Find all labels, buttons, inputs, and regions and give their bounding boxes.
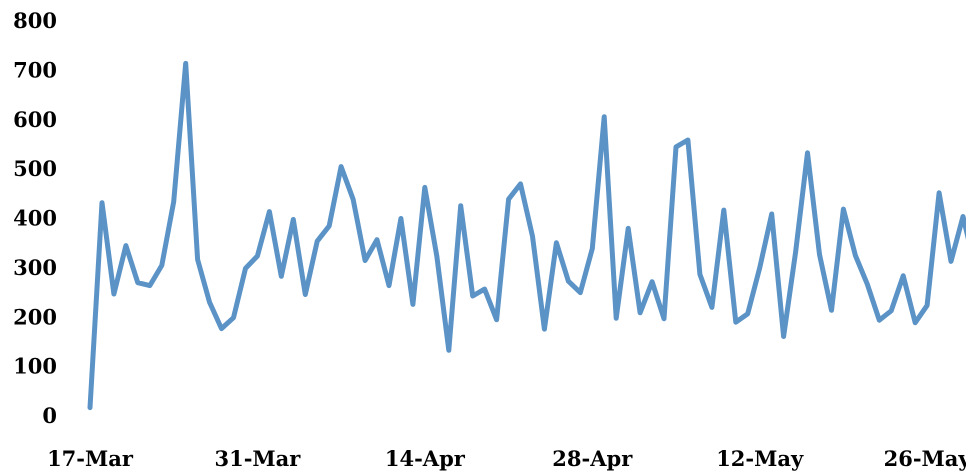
series-line bbox=[87, 60, 966, 411]
y-tick-label: 0 bbox=[42, 403, 57, 428]
x-axis: 17-Mar 31-Mar 14-Apr 28-Apr 12-May 26-May bbox=[47, 446, 966, 471]
y-tick-label: 600 bbox=[13, 107, 57, 132]
y-tick-label: 400 bbox=[13, 206, 57, 231]
x-tick-label: 26-May bbox=[884, 446, 966, 471]
y-axis: 0 100 200 300 400 500 600 700 800 bbox=[13, 8, 57, 428]
y-tick-label: 200 bbox=[13, 304, 57, 329]
x-tick-label: 12-May bbox=[716, 446, 804, 471]
y-tick-label: 300 bbox=[13, 255, 57, 280]
x-tick-label: 31-Mar bbox=[214, 446, 301, 471]
y-tick-label: 800 bbox=[13, 8, 57, 33]
y-tick-label: 100 bbox=[13, 354, 57, 379]
x-tick-label: 28-Apr bbox=[552, 446, 633, 471]
x-tick-label: 17-Mar bbox=[47, 446, 134, 471]
series-layer bbox=[87, 60, 966, 411]
y-tick-label: 500 bbox=[13, 156, 57, 181]
x-tick-label: 14-Apr bbox=[385, 446, 466, 471]
y-tick-label: 700 bbox=[13, 57, 57, 82]
